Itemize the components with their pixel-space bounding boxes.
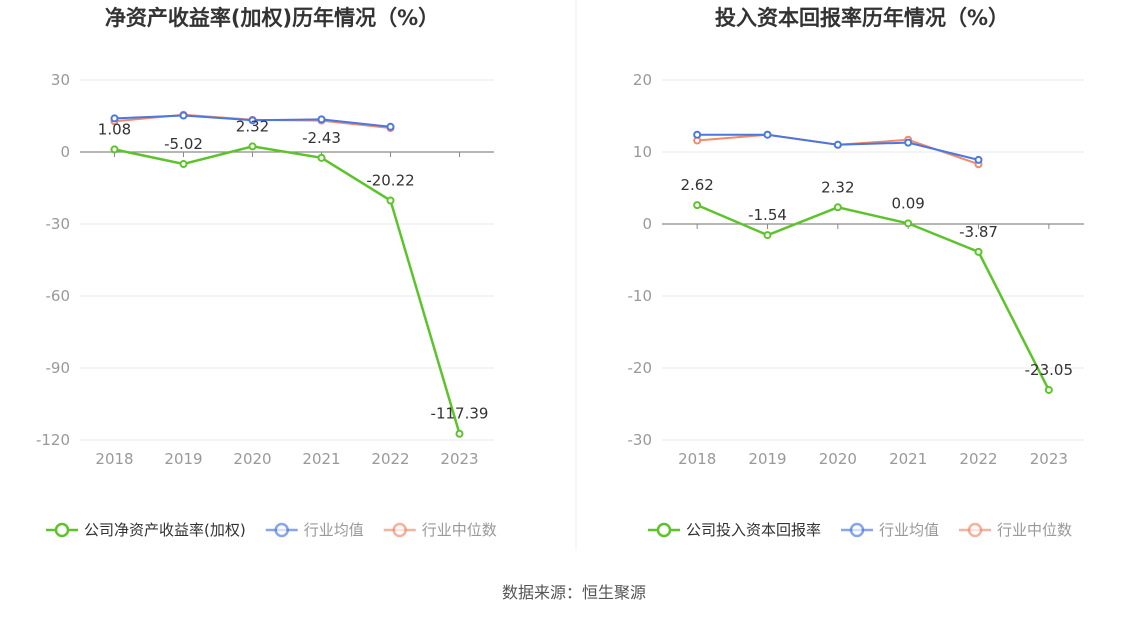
y-tick-label: -20 xyxy=(628,359,653,377)
data-point-industry_avg xyxy=(974,155,983,164)
source-note: 数据来源：恒生聚源 xyxy=(502,583,646,602)
data-point-industry_avg xyxy=(110,114,119,123)
data-point-company xyxy=(179,160,188,169)
data-point-industry_avg xyxy=(904,138,913,147)
legend-item-industry_avg: 行业均值 xyxy=(841,521,939,539)
x-tick-label: 2018 xyxy=(678,450,716,468)
data-label: -1.54 xyxy=(748,206,787,224)
data-point-company xyxy=(386,196,395,205)
data-label: 1.08 xyxy=(98,120,131,138)
data-label: 0.09 xyxy=(891,194,924,212)
data-label: -20.22 xyxy=(366,172,414,190)
x-tick-label: 2020 xyxy=(819,450,857,468)
x-tick-label: 2023 xyxy=(1030,450,1068,468)
legend-label: 公司净资产收益率(加权) xyxy=(84,521,246,539)
series-line-company xyxy=(696,203,1050,391)
y-tick-label: -60 xyxy=(46,287,71,305)
x-tick-label: 2019 xyxy=(748,450,786,468)
legend-item-industry_median: 行业中位数 xyxy=(959,521,1072,539)
legend-marker xyxy=(274,522,289,538)
data-label: 2.32 xyxy=(821,178,854,196)
data-label: -2.43 xyxy=(302,129,341,147)
legend-marker xyxy=(54,522,70,538)
data-label: 2.62 xyxy=(680,176,713,194)
data-point-company xyxy=(974,247,983,256)
chart-title: 投入资本回报率历年情况（%） xyxy=(715,6,1009,30)
legend-item-industry_median: 行业中位数 xyxy=(383,521,497,539)
data-point-company xyxy=(833,203,842,212)
x-tick-label: 2022 xyxy=(959,450,997,468)
x-tick-label: 2021 xyxy=(889,450,927,468)
x-tick-label: 2019 xyxy=(164,450,202,468)
data-label: -117.39 xyxy=(431,405,489,423)
data-label: -3.87 xyxy=(959,223,998,241)
chart-title: 净资产收益率(加权)历年情况（%） xyxy=(105,6,439,30)
legend-marker xyxy=(967,522,983,538)
data-point-company xyxy=(110,145,119,154)
y-tick-label: -120 xyxy=(36,431,70,449)
y-tick-label: -10 xyxy=(628,287,653,305)
chart-roic: 投入资本回报率历年情况（%） 20 10 0 -10 -20 -30 2018 2019 202… xyxy=(628,6,1084,539)
legend-marker xyxy=(392,522,407,538)
x-tick-label: 2018 xyxy=(95,450,133,468)
x-tick-label: 2022 xyxy=(371,450,409,468)
y-tick-label: -30 xyxy=(46,215,71,233)
legend-label: 公司投入资本回报率 xyxy=(686,521,821,539)
data-point-industry_avg xyxy=(833,140,842,149)
data-point-company xyxy=(904,219,913,228)
y-tick-label: 30 xyxy=(51,71,70,89)
chart-roe: 净资产收益率(加权)历年情况（%） 30 0 -30 -60 -90 -120 2018 20… xyxy=(36,6,497,539)
y-tick-label: 0 xyxy=(60,143,70,161)
series-line-company xyxy=(114,145,461,435)
y-tick-label: -30 xyxy=(628,431,653,449)
x-tick-label: 2020 xyxy=(233,450,271,468)
legend-label: 行业均值 xyxy=(304,521,364,539)
legend-item-company: 公司投入资本回报率 xyxy=(648,521,821,539)
y-tick-label: 20 xyxy=(633,71,652,89)
data-point-industry_avg xyxy=(693,130,702,139)
legend-label: 行业中位数 xyxy=(997,521,1072,539)
legend-item-company: 公司净资产收益率(加权) xyxy=(46,521,246,539)
legend-marker xyxy=(656,522,672,538)
data-point-industry_avg xyxy=(763,130,772,139)
data-point-company xyxy=(763,231,772,240)
data-label: -23.05 xyxy=(1025,361,1073,379)
y-tick-label: 0 xyxy=(642,215,652,233)
data-label: -5.02 xyxy=(164,135,203,153)
data-point-company xyxy=(693,201,702,210)
data-point-company xyxy=(317,153,326,162)
data-label: 2.32 xyxy=(236,117,269,135)
data-point-company xyxy=(248,142,257,151)
legend-label: 行业均值 xyxy=(879,521,939,539)
data-point-company xyxy=(455,429,464,438)
data-point-industry_avg xyxy=(317,115,326,124)
data-point-industry_avg xyxy=(179,111,188,120)
y-tick-label: 10 xyxy=(633,143,652,161)
data-point-company xyxy=(1044,385,1053,394)
x-tick-label: 2023 xyxy=(440,450,478,468)
legend-item-industry_avg: 行业均值 xyxy=(265,521,364,539)
legend-marker xyxy=(849,522,865,538)
y-tick-label: -90 xyxy=(46,359,71,377)
legend-label: 行业中位数 xyxy=(422,521,497,539)
data-point-industry_avg xyxy=(386,122,395,131)
x-tick-label: 2021 xyxy=(302,450,340,468)
data-point-industry_avg xyxy=(248,116,257,125)
